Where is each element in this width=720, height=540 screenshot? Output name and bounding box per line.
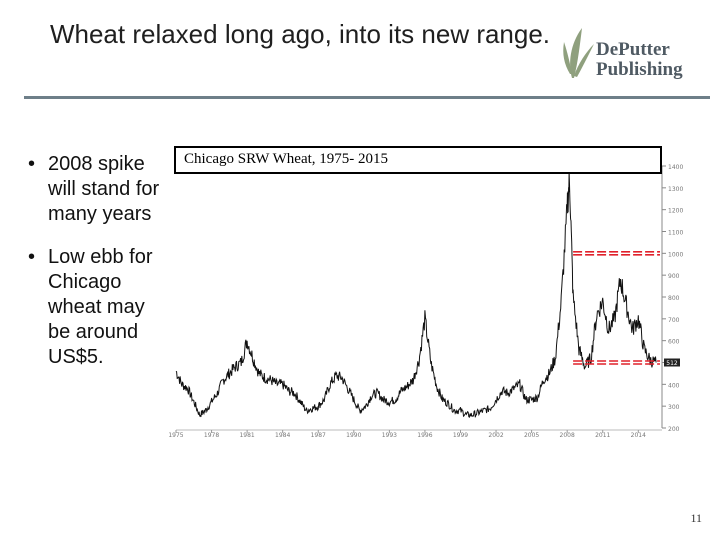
- x-tick-label: 1993: [382, 432, 397, 439]
- x-tick-label: 1981: [239, 432, 254, 439]
- last-value-label: 512: [666, 360, 678, 367]
- x-tick-label: 1984: [275, 432, 290, 439]
- x-tick-label: 1987: [311, 432, 326, 439]
- x-tick-label: 1999: [453, 432, 468, 439]
- y-tick-label: 700: [668, 317, 680, 324]
- y-tick-label: 800: [668, 295, 680, 302]
- y-tick-label: 200: [668, 426, 680, 433]
- x-tick-label: 2005: [524, 432, 539, 439]
- x-tick-label: 2002: [488, 432, 503, 439]
- price-series-line: [175, 170, 657, 418]
- x-tick-label: 1978: [204, 432, 219, 439]
- chart-title: Chicago SRW Wheat, 1975- 2015: [184, 151, 389, 167]
- x-tick-label: 2011: [595, 432, 610, 439]
- y-tick-label: 1400: [668, 164, 683, 171]
- y-tick-label: 600: [668, 339, 680, 346]
- bullet-list: • 2008 spike will stand for many years •…: [28, 152, 168, 388]
- bullet-item: • Low ebb for Chicago wheat may be aroun…: [28, 245, 168, 370]
- logo-line-2: Publishing: [596, 59, 683, 80]
- chart-title-box: Chicago SRW Wheat, 1975- 2015: [174, 146, 662, 174]
- y-tick-label: 1100: [668, 230, 683, 237]
- page-number: 11: [690, 511, 702, 525]
- last-value-badge: [664, 358, 680, 367]
- x-tick-label: 2008: [560, 432, 575, 439]
- y-tick-label: 400: [668, 382, 680, 389]
- y-tick-label: 900: [668, 273, 680, 280]
- x-tick-label: 1996: [417, 432, 432, 439]
- x-tick-label: 1990: [346, 432, 361, 439]
- bullet-text: 2008 spike will stand for many years: [48, 153, 160, 225]
- x-tick-label: 1975: [168, 432, 183, 439]
- logo-line-1: DePutter: [596, 39, 670, 60]
- bullet-text: Low ebb for Chicago wheat may be around …: [48, 246, 153, 368]
- y-tick-label: 1200: [668, 208, 683, 215]
- bullet-dot: •: [28, 153, 36, 175]
- title-divider: [24, 96, 710, 99]
- slide-title: Wheat relaxed long ago, into its new ran…: [49, 19, 551, 49]
- x-tick-label: 2014: [631, 432, 646, 439]
- bullet-dot: •: [28, 246, 36, 268]
- y-tick-label: 1000: [668, 251, 683, 258]
- y-tick-label: 1300: [668, 186, 683, 193]
- y-tick-label: 300: [668, 404, 680, 411]
- bullet-item: • 2008 spike will stand for many years: [28, 152, 168, 227]
- wheat-leaf-icon: [563, 28, 594, 78]
- publisher-logo: [563, 28, 594, 78]
